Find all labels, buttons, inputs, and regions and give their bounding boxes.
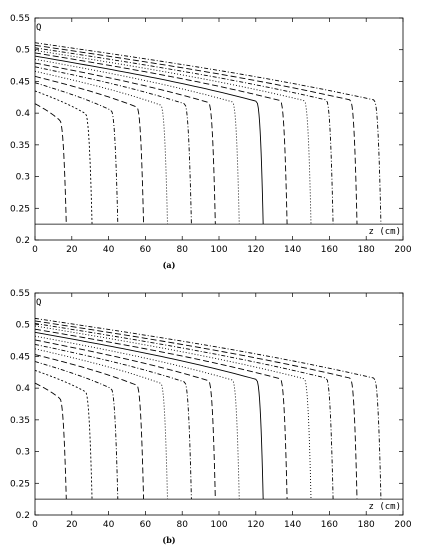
series-line (34, 361, 119, 500)
x-tick-label: 100 (210, 520, 227, 530)
x-axis-label: z (cm) (368, 227, 401, 237)
y-tick-label: 0.3 (16, 173, 30, 183)
series-line (34, 103, 67, 225)
x-tick-label: 140 (284, 520, 301, 530)
y-tick-label: 0.25 (10, 479, 30, 489)
y-axis-label: Q (36, 23, 41, 33)
series-line (34, 320, 358, 500)
x-tick-label: 60 (140, 245, 152, 255)
series-line (34, 328, 288, 500)
y-tick-label: 0.45 (10, 352, 30, 362)
x-tick-label: 160 (321, 520, 338, 530)
series-line (34, 82, 119, 225)
y-tick-label: 0.2 (16, 511, 30, 521)
series-line (34, 382, 67, 500)
series-line (34, 42, 382, 225)
series-line (34, 52, 288, 225)
series-line (34, 348, 168, 500)
plot-frame (34, 17, 404, 241)
series-line (34, 335, 240, 500)
series-line (34, 331, 264, 500)
x-tick-label: 20 (66, 245, 78, 255)
x-tick-label: 0 (32, 520, 38, 530)
series-line (34, 90, 93, 225)
x-tick-label: 160 (321, 245, 338, 255)
panel-label: (b) (162, 535, 175, 545)
series-line (34, 62, 216, 225)
x-tick-label: 120 (247, 520, 264, 530)
y-tick-label: 0.25 (10, 204, 30, 214)
panel-b: 0 20 40 60 80 100 120 140 160 180 200 0.2 0.25 0.3 0.3… (10, 289, 412, 545)
x-axis-label: z (cm) (368, 502, 401, 512)
x-tick-label: 80 (176, 520, 188, 530)
x-tick-label: 200 (394, 245, 411, 255)
x-tick-label: 140 (284, 245, 301, 255)
y-tick-label: 0.5 (16, 46, 30, 56)
series-line (34, 47, 334, 225)
series-line (34, 55, 264, 225)
panel-label: (a) (163, 260, 176, 270)
x-tick-label: 100 (210, 245, 227, 255)
y-axis-label: Q (36, 298, 41, 308)
y-tick-label: 0.5 (16, 321, 30, 331)
series-line (34, 49, 312, 225)
x-tick-label: 180 (358, 520, 375, 530)
series-line (34, 339, 216, 500)
x-tick-label: 20 (66, 520, 78, 530)
series-line (34, 317, 382, 500)
x-tick-label: 40 (103, 245, 115, 255)
series-line (34, 354, 145, 500)
x-tick-label: 40 (103, 520, 115, 530)
y-tick-label: 0.55 (10, 289, 30, 299)
y-tick-label: 0.35 (10, 141, 30, 151)
y-tick-label: 0.55 (10, 14, 30, 24)
series-line (34, 325, 312, 500)
y-tick-label: 0.35 (10, 416, 30, 426)
y-tick-label: 0.2 (16, 236, 30, 246)
y-tick-label: 0.3 (16, 448, 30, 458)
y-tick-label: 0.45 (10, 77, 30, 87)
x-tick-label: 0 (32, 245, 38, 255)
x-tick-label: 80 (176, 245, 188, 255)
x-tick-label: 180 (358, 245, 375, 255)
series-line (34, 369, 93, 500)
series-line (34, 75, 145, 225)
x-tick-label: 120 (247, 245, 264, 255)
x-tick-label: 60 (140, 520, 152, 530)
series-line (34, 323, 334, 500)
series-line (34, 44, 358, 225)
panel-a: 0 20 40 60 80 100 120 140 160 180 200 0.2 0.25 0.3 0.3… (10, 14, 412, 270)
y-tick-label: 0.4 (16, 384, 31, 394)
series-line (34, 66, 192, 225)
series-line (34, 343, 192, 500)
x-tick-label: 200 (394, 520, 411, 530)
y-tick-label: 0.4 (16, 109, 31, 119)
series-line (34, 70, 168, 225)
